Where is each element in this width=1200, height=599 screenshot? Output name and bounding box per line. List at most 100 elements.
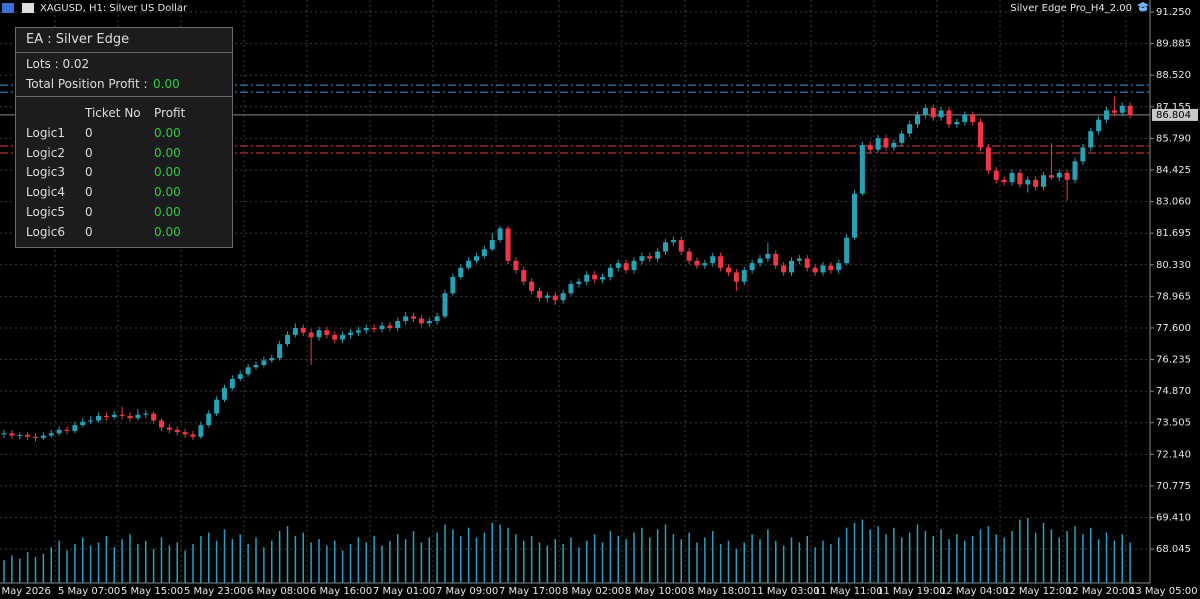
candle-body — [127, 415, 133, 419]
lots: Lots : 0.02 — [26, 57, 90, 71]
candle-body — [765, 253, 771, 259]
candle-body — [1, 433, 7, 435]
panel-title: EA : Silver Edge — [26, 32, 130, 47]
candle-body — [804, 258, 810, 268]
y-tick-label: 78.965 — [1156, 291, 1191, 302]
current-price-box — [1152, 108, 1198, 121]
candle-body — [135, 414, 141, 419]
candle-body — [1009, 172, 1015, 183]
candle-body — [749, 263, 755, 271]
symbol-title: XAGUSD, H1: Silver US Dollar — [40, 3, 188, 14]
y-tick-label: 74.870 — [1156, 386, 1191, 397]
candle-body — [962, 115, 968, 122]
candle-body — [474, 256, 479, 261]
ticket: 0 — [85, 185, 93, 200]
candle-body — [1017, 172, 1023, 185]
candle-body — [537, 290, 542, 298]
candle-body — [308, 332, 314, 338]
x-tick-label: 5 May 2026 — [0, 586, 51, 597]
candle-body — [489, 240, 495, 250]
candle-body — [261, 360, 267, 365]
candle-body — [592, 274, 598, 280]
candle-body — [812, 267, 818, 273]
x-tick-label: 12 May 20:00 — [1066, 586, 1135, 597]
candle-body — [978, 121, 983, 148]
ea-panel: EA : Silver Edge Lots : 0.02 Total Posit… — [15, 27, 233, 248]
labels: 91.250 89.885 88.520 87.155 85.790 84.425 83.0… — [0, 7, 1198, 597]
candle-body — [426, 321, 432, 324]
candle-body — [222, 388, 227, 400]
candle-body — [1104, 110, 1109, 120]
candle-body — [789, 260, 794, 273]
candle-body — [922, 108, 928, 116]
candle-body — [442, 293, 448, 317]
expert-hat-icon — [1137, 2, 1149, 12]
candle-body — [576, 281, 582, 284]
x-tick-label: 8 May 18:00 — [688, 586, 750, 597]
ticket: 0 — [85, 224, 93, 239]
candle-body — [143, 413, 149, 415]
candle-body — [1088, 131, 1094, 148]
y-tick-label: 81.695 — [1156, 228, 1191, 239]
column-header: Profit — [154, 106, 186, 120]
candle-body — [970, 115, 976, 122]
divider — [16, 52, 232, 53]
y-tick-label: 80.330 — [1156, 260, 1191, 271]
candle-body — [119, 414, 125, 416]
candle-body — [214, 399, 220, 414]
candle-body — [458, 267, 464, 278]
expert-name: Silver Edge Pro_H4_2.00 — [1010, 3, 1132, 14]
candle-body — [946, 110, 952, 125]
candle-body — [229, 378, 235, 389]
candle-body — [80, 421, 86, 426]
candle-body — [600, 277, 605, 280]
profit: 0.00 — [154, 145, 181, 160]
y-tick-label: 76.235 — [1156, 355, 1191, 366]
candle-body — [686, 251, 692, 261]
candle-body — [844, 237, 850, 264]
candle-body — [513, 260, 519, 271]
candle-body — [607, 267, 613, 278]
candle-body — [9, 433, 15, 436]
candle-body — [40, 435, 46, 438]
total-value: 0.00 — [153, 77, 180, 91]
candle-body — [33, 436, 38, 438]
x-tick-label: 5 May 23:00 — [184, 586, 246, 597]
candle-body — [505, 228, 511, 261]
x-tick-label: 11 May 19:00 — [877, 586, 946, 597]
candle-body — [324, 330, 330, 335]
ticket: 0 — [85, 145, 93, 160]
y-tick-label: 87.155 — [1156, 102, 1191, 113]
candle-body — [355, 330, 361, 333]
candle-body — [915, 115, 920, 125]
candle-body — [245, 367, 251, 375]
candle-body — [820, 265, 826, 273]
candle-body — [663, 242, 668, 252]
y-tick-label: 70.775 — [1156, 481, 1191, 492]
candle-body — [867, 145, 873, 150]
candle-body — [17, 434, 23, 436]
candle-body — [269, 358, 275, 361]
y-tick-label: 73.505 — [1156, 418, 1191, 429]
candle-body — [1001, 179, 1007, 183]
candle-body — [379, 325, 385, 330]
x-tick-label: 13 May 05:00 — [1129, 586, 1198, 597]
candle-body — [159, 420, 164, 428]
candle-body — [615, 263, 621, 268]
candle-body — [757, 258, 763, 264]
candle-body — [253, 364, 259, 368]
x-tick-label: 7 May 09:00 — [436, 586, 498, 597]
candle-body — [560, 293, 566, 301]
candle-body — [584, 274, 590, 282]
divider — [16, 96, 232, 97]
y-tick-label: 89.885 — [1156, 39, 1191, 50]
candle-body — [237, 374, 243, 379]
candle-body — [678, 240, 684, 252]
candle-body — [891, 142, 897, 148]
y-tick-label: 84.425 — [1156, 165, 1191, 176]
candle-body — [434, 316, 440, 322]
candle-body — [702, 263, 708, 266]
row-label: Logic4 — [26, 185, 65, 200]
candle-body — [1064, 172, 1070, 180]
